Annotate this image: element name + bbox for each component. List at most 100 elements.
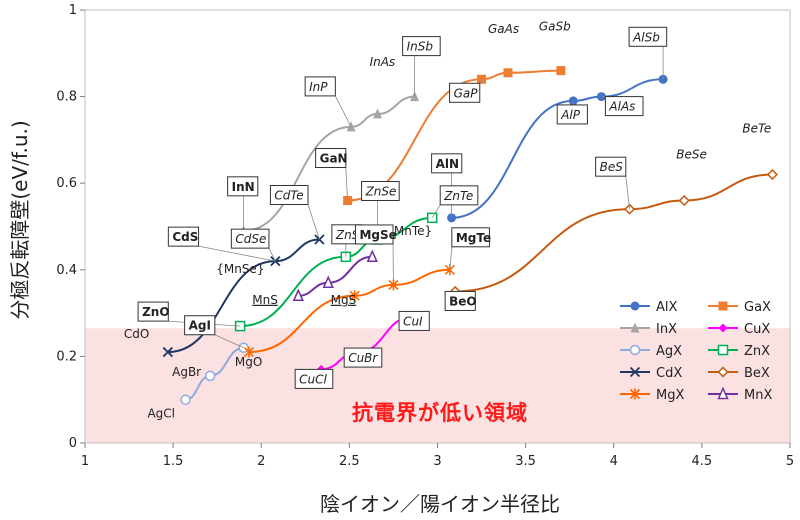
legend-label: GaX [744, 300, 771, 315]
y-tick-label: 0.8 [56, 90, 77, 105]
annotation-zns: ZnS [335, 228, 360, 242]
legend-item-cdx: CdX [620, 366, 682, 381]
data-point [630, 322, 640, 333]
annotation-leader [449, 246, 453, 270]
annotation-box [595, 156, 627, 177]
annotation-mnte: {MnTe} [386, 224, 432, 238]
annotation-box [398, 310, 430, 331]
data-point [373, 108, 383, 119]
annotation-mgse: MgSe [359, 228, 396, 242]
annotation-znse: ZnSe [365, 184, 397, 198]
series-line [167, 238, 320, 354]
x-tick-label: 3.5 [515, 454, 536, 469]
data-point [366, 249, 378, 263]
low-field-region [85, 328, 790, 443]
data-point [629, 366, 641, 378]
data-point [243, 346, 254, 358]
annotation-box [294, 368, 334, 389]
annotation-box [402, 36, 441, 57]
data-point [717, 366, 729, 378]
legend-label: AgX [656, 344, 682, 359]
annotation-bese: BeSe [676, 148, 707, 162]
annotation-agi: AgI [189, 319, 211, 333]
annotation-box [449, 82, 481, 103]
annotation-box [604, 96, 644, 117]
annotation-box [431, 153, 463, 174]
x-axis-label: 陰イオン／陽イオン半径比 [320, 492, 560, 516]
legend-label: BeX [744, 366, 770, 381]
data-point [717, 344, 729, 356]
legend-item-alx: AlX [620, 300, 678, 315]
x-tick-label: 2.5 [339, 454, 360, 469]
legend-item-znx: ZnX [708, 344, 770, 359]
annotation-insb: InSb [407, 40, 434, 54]
legend-label: CuX [744, 322, 770, 337]
data-point [718, 323, 728, 333]
data-point [204, 370, 216, 382]
legend-item-gax: GaX [708, 300, 771, 315]
legend-label: MnX [744, 388, 772, 403]
annotation-aln: AlN [436, 157, 459, 171]
data-point [292, 288, 304, 302]
data-point [630, 301, 640, 311]
annotation-leader [431, 204, 441, 219]
annotation-cubr: CuBr [348, 351, 378, 365]
data-point [629, 344, 641, 356]
annotations: InN InP InAs InSb GaN GaP GaAs GaSb AlN AlP AlAs Al… [124, 20, 771, 421]
annotation-box [444, 290, 476, 311]
annotation-cdo: CdO [124, 327, 149, 341]
annotation-beo: BeO [449, 294, 477, 308]
annotation-inas: InAs [370, 55, 396, 69]
annotation-alsb: AlSb [632, 30, 660, 44]
annotation-box [137, 301, 169, 322]
legend-label: ZnX [744, 344, 770, 359]
x-tick-label: 1.5 [163, 454, 184, 469]
x-tick-label: 2 [257, 454, 265, 469]
data-point [314, 234, 325, 245]
annotation-box [628, 26, 668, 47]
annotation-box [556, 104, 588, 125]
annotation-box [269, 184, 309, 205]
legend-label: MgX [656, 388, 684, 403]
annotation-cui: CuI [403, 314, 423, 328]
series-line [298, 255, 373, 297]
y-tick-label: 1 [69, 3, 77, 18]
x-tick-label: 4 [610, 454, 618, 469]
annotation-mgo: MgO [235, 355, 262, 369]
legend-item-agx: AgX [620, 344, 682, 359]
annotation-box [451, 227, 490, 248]
annotation-box [343, 347, 383, 368]
annotation-leader [214, 334, 244, 349]
legend-label: InX [656, 322, 677, 337]
annotation-box [227, 176, 259, 197]
data-point [717, 386, 729, 400]
annotation-leader [268, 247, 276, 262]
annotation-inn: InN [232, 180, 255, 194]
legend-item-bex: BeX [708, 366, 770, 381]
annotation-leader [307, 204, 320, 240]
annotation-leader [479, 79, 482, 84]
data-point [322, 275, 334, 289]
data-point [718, 301, 728, 311]
series-bex [449, 168, 778, 298]
y-tick-label: 0.2 [56, 349, 77, 364]
data-point [629, 388, 641, 400]
x-tick-label: 1 [81, 454, 89, 469]
annotation-box [304, 76, 336, 97]
annotation-alp: AlP [560, 108, 581, 122]
series-alx [447, 74, 668, 223]
x-tick-label: 5 [786, 454, 794, 469]
y-tick-label: 0.4 [56, 263, 77, 278]
y-tick-label: 0 [69, 436, 77, 451]
annotation-bes: BeS [600, 160, 624, 174]
annotation-box [167, 226, 200, 247]
annotation-alas: AlAs [608, 100, 635, 114]
annotation-bete: BeTe [742, 122, 771, 136]
data-point [349, 290, 360, 302]
series-line [240, 216, 433, 328]
data-point [556, 66, 566, 76]
legend-item-mgx: MgX [620, 388, 684, 403]
annotation-cdte: CdTe [274, 188, 303, 202]
annotation-agcl: AgCl [147, 407, 175, 421]
annotation-leader [345, 167, 349, 201]
